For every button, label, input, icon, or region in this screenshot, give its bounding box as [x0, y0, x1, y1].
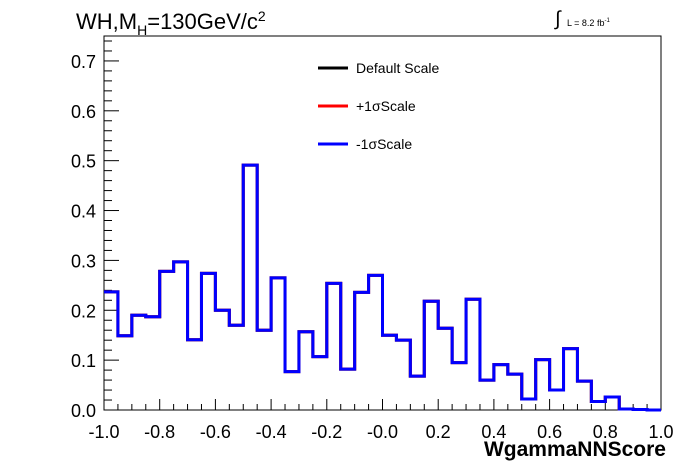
y-tick-label: 0.4 [71, 202, 96, 222]
x-tick-label: 0.6 [537, 422, 562, 442]
x-tick-label: -0.2 [311, 422, 342, 442]
y-tick-label: 0.2 [71, 301, 96, 321]
y-tick-label: 0.7 [71, 52, 96, 72]
y-tick-label: 0.1 [71, 351, 96, 371]
chart-title: WH,MH=130GeV/c2 [76, 8, 266, 38]
x-tick-label: -0.8 [144, 422, 175, 442]
title-superscript: 2 [257, 8, 266, 24]
legend-label: -1σScale [356, 136, 412, 152]
luminosity-value: L = 8.2 fb [567, 18, 605, 28]
y-tick-label: 0.0 [71, 401, 96, 421]
series-line-3 [104, 163, 661, 412]
x-axis-label: WgammaNNScore [483, 438, 666, 461]
x-tick-label: 0.8 [593, 422, 618, 442]
luminosity-text: L = 8.2 fb-1 [567, 18, 610, 28]
x-tick-label: -1.0 [88, 422, 119, 442]
x-tick-label: 0.2 [426, 422, 451, 442]
y-tick-label: 0.6 [71, 102, 96, 122]
x-tick-label: -0.0 [367, 422, 398, 442]
legend-label: Default Scale [356, 60, 439, 76]
integral-icon: ∫ [555, 8, 561, 30]
title-subscript: H [137, 22, 148, 38]
x-tick-label: 1.0 [648, 422, 673, 442]
x-tick-label: -0.6 [200, 422, 231, 442]
legend-label: +1σScale [356, 98, 416, 114]
title-rest: =130GeV/c [147, 9, 258, 34]
x-tick-label: 0.4 [481, 422, 506, 442]
luminosity-unit-exponent: -1 [604, 18, 610, 24]
y-tick-label: 0.3 [71, 251, 96, 271]
title-main: WH,M [76, 9, 138, 34]
y-tick-label: 0.5 [71, 152, 96, 172]
x-tick-label: -0.4 [256, 422, 287, 442]
